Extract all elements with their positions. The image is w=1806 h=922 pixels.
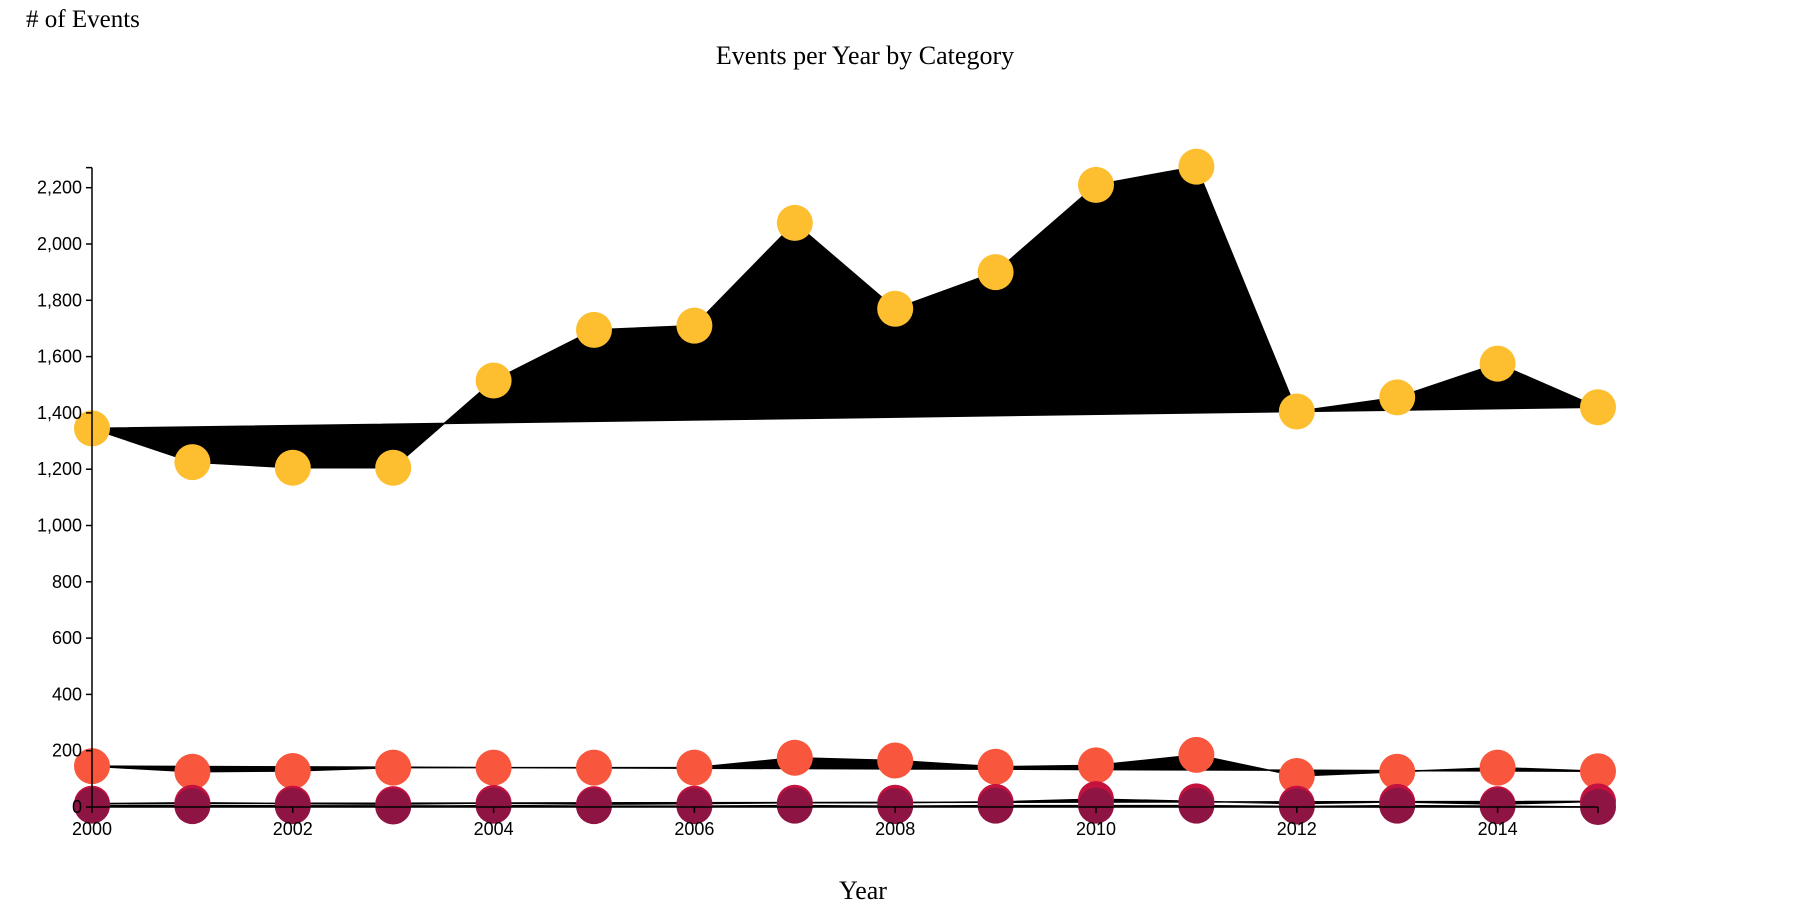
data-point-series-1-2002 [274,449,311,486]
data-point-series-4-2006 [676,788,713,825]
data-point-series-2-2015 [1580,753,1616,790]
data-point-series-4-2008 [877,788,914,825]
data-point-series-4-2009 [977,787,1014,824]
data-point-series-1-2010 [1078,166,1114,203]
data-point-series-2-2013 [1379,753,1416,790]
data-point-series-2-2004 [475,749,512,786]
data-point-series-2-2011 [1178,736,1215,773]
data-point-series-2-2014 [1479,749,1516,786]
x-tick-label: 2004 [474,819,514,839]
y-tick-label: 1,000 [37,516,82,536]
y-tick-label: 400 [52,684,82,704]
x-tick-label: 2008 [875,819,915,839]
data-point-series-1-2001 [174,444,211,481]
y-tick-label: 1,400 [37,403,82,423]
data-point-series-2-2009 [977,748,1014,785]
series-4-points [74,787,1616,825]
series-1-area [91,165,1599,469]
data-point-series-2-2010 [1078,747,1114,784]
data-point-series-1-2005 [576,311,612,348]
y-tick-label: 2,000 [37,234,82,254]
data-point-series-4-2005 [576,788,612,825]
series-1-points [74,148,1616,486]
data-point-series-1-2011 [1178,148,1215,185]
x-tick-label: 2012 [1277,819,1317,839]
data-point-series-4-2014 [1479,788,1516,825]
chart-title: Events per Year by Category [716,41,1014,70]
y-tick-label: 600 [52,628,82,648]
y-tick-label: 200 [52,741,82,761]
data-point-series-1-2012 [1278,393,1315,430]
series-layer [74,148,1616,825]
data-point-series-4-2004 [475,787,512,824]
series-2-area [91,754,1599,777]
data-point-series-4-2007 [776,787,813,824]
y-tick-label: 1,800 [37,290,82,310]
data-point-series-2-2008 [877,742,914,779]
data-point-series-1-2007 [776,204,813,241]
data-point-series-2-2002 [274,752,311,789]
data-point-series-1-2003 [375,449,412,486]
data-point-series-1-2004 [475,362,512,399]
y-tick-label: 2,200 [37,178,82,198]
series-3-area [91,798,1599,805]
axis-layer: 0 200 400 600 800 1,000 1,200 1,400 1,600 1,800 2,… [37,166,1599,839]
x-tick-label: 2000 [72,819,112,839]
data-point-series-1-2013 [1379,379,1416,416]
x-tick-label: 2010 [1076,819,1116,839]
data-point-series-4-2002 [274,788,311,825]
data-point-series-1-2014 [1479,345,1516,382]
data-point-series-4-2011 [1178,787,1215,824]
y-tick-label: 800 [52,572,82,592]
data-point-series-4-2013 [1379,787,1416,824]
data-point-series-1-2015 [1580,389,1616,426]
data-point-series-2-2006 [676,749,713,786]
data-point-series-2-2003 [375,749,412,786]
y-tick-label: 1,600 [37,347,82,367]
data-point-series-2-2012 [1278,758,1315,795]
x-axis-title: Year [839,876,887,905]
data-point-series-2-2001 [174,753,211,790]
x-tick-label: 2014 [1478,819,1518,839]
data-point-series-2-2005 [576,749,612,786]
y-axis-title: # of Events [26,6,140,33]
data-point-series-2-2007 [776,739,813,776]
x-tick-label: 2006 [674,819,714,839]
data-point-series-1-2009 [977,254,1014,291]
y-tick-label: 0 [72,797,82,817]
y-tick-label: 1,200 [37,459,82,479]
data-point-series-4-2001 [174,788,211,825]
data-point-series-1-2006 [676,307,713,344]
x-tick-label: 2002 [273,819,313,839]
data-point-series-4-2010 [1078,787,1114,824]
data-point-series-1-2008 [877,290,914,327]
